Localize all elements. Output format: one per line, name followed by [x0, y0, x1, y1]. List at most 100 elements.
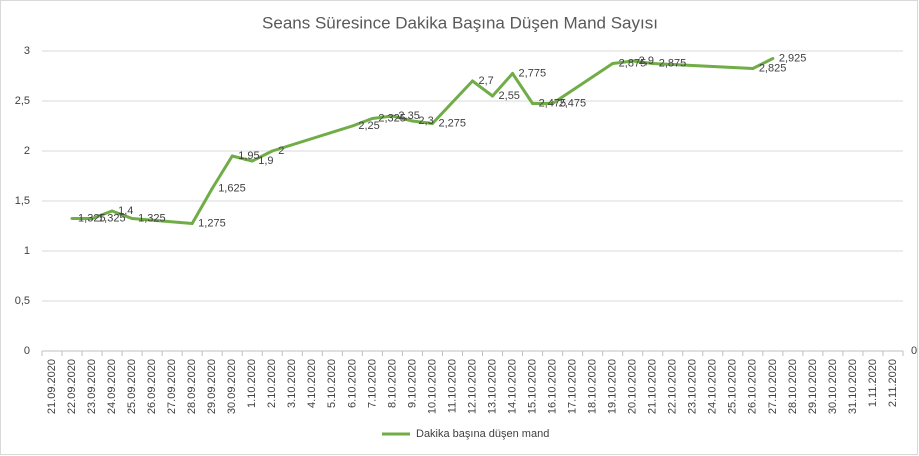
- x-tick-label: 1.10.2020: [246, 359, 258, 408]
- data-label: 1,325: [98, 212, 126, 224]
- data-label: 2,475: [559, 97, 587, 109]
- y-tick-label: 3: [24, 45, 30, 57]
- y-tick-label: 2: [24, 145, 30, 157]
- x-tick-label: 23.09.2020: [86, 359, 98, 414]
- data-label: 2,825: [759, 62, 787, 74]
- data-label: 2,775: [519, 67, 547, 79]
- y-tick-label: 0,5: [15, 295, 30, 307]
- data-label: 2,925: [779, 52, 807, 64]
- line-segment: [751, 57, 775, 70]
- x-tick-label: 16.10.2020: [546, 359, 558, 414]
- x-tick-label: 13.10.2020: [486, 359, 498, 414]
- x-tick-label: 28.09.2020: [186, 359, 198, 414]
- data-label: 1,325: [78, 212, 106, 224]
- x-tick-label: 21.09.2020: [46, 359, 58, 414]
- legend-label: Dakika başına düşen mand: [416, 428, 549, 440]
- line-segment: [551, 62, 615, 105]
- x-tick-label: 24.09.2020: [106, 359, 118, 414]
- x-tick-label: 10.10.2020: [426, 359, 438, 414]
- x-tick-label: 31.10.2020: [847, 359, 859, 414]
- x-tick-label: 24.10.2020: [707, 359, 719, 414]
- y-tick-label: 2,5: [15, 95, 30, 107]
- x-tick-label: 17.10.2020: [567, 359, 579, 414]
- line-segment: [270, 124, 354, 153]
- line-segment: [430, 79, 474, 125]
- line-segment: [210, 154, 234, 190]
- line-segment: [110, 209, 134, 220]
- x-tick-label: 2.11.2020: [887, 359, 899, 407]
- y2-tick-label: 0: [911, 345, 917, 357]
- x-tick-label: 6.10.2020: [346, 359, 358, 408]
- x-tick-label: 20.10.2020: [627, 359, 639, 414]
- x-tick-label: 9.10.2020: [406, 359, 418, 408]
- line-segment: [250, 149, 274, 163]
- line-segment: [631, 59, 655, 65]
- x-tick-label: 18.10.2020: [587, 359, 599, 414]
- line-segment: [651, 62, 755, 70]
- line-segment: [410, 119, 434, 125]
- line-segment: [491, 72, 515, 98]
- x-tick-label: 14.10.2020: [506, 359, 518, 414]
- x-tick-label: 11.10.2020: [446, 359, 458, 413]
- x-tick-label: 12.10.2020: [466, 359, 478, 414]
- x-tick-label: 22.10.2020: [667, 359, 679, 414]
- x-tick-label: 26.10.2020: [747, 359, 759, 414]
- x-tick-label: 21.10.2020: [647, 359, 659, 414]
- data-label: 2,325: [378, 112, 406, 124]
- data-label: 1,4: [118, 205, 133, 217]
- line-segment: [130, 217, 194, 225]
- data-label: 2,275: [438, 117, 466, 129]
- data-label: 1,625: [218, 182, 246, 194]
- line-segment: [611, 59, 635, 65]
- data-label: 2,25: [358, 120, 379, 132]
- data-label: 1,275: [198, 217, 226, 229]
- data-label: 2: [278, 145, 284, 157]
- data-label: 2,875: [619, 57, 647, 69]
- data-label: 2,3: [418, 115, 433, 127]
- data-label: 1,325: [138, 212, 166, 224]
- line-segment: [190, 187, 214, 225]
- line-segment: [390, 114, 414, 123]
- x-tick-label: 27.09.2020: [166, 359, 178, 414]
- x-tick-label: 1.11.2020: [867, 359, 879, 407]
- x-tick-label: 5.10.2020: [326, 359, 338, 408]
- line-segment: [90, 209, 114, 220]
- y-tick-label: 1,5: [15, 195, 30, 207]
- x-tick-label: 29.09.2020: [206, 359, 218, 414]
- x-tick-label: 7.10.2020: [366, 359, 378, 408]
- line-segment: [471, 79, 495, 98]
- data-label: 2,875: [659, 57, 687, 69]
- data-label: 2,35: [398, 110, 419, 122]
- x-tick-label: 4.10.2020: [306, 359, 318, 408]
- y-tick-label: 1: [24, 245, 30, 257]
- x-tick-label: 30.10.2020: [827, 359, 839, 414]
- x-tick-label: 25.10.2020: [727, 359, 739, 414]
- data-label: 2,55: [499, 90, 520, 102]
- data-label: 2,9: [639, 55, 654, 67]
- data-label: 2,7: [479, 75, 494, 87]
- line-segment: [350, 117, 374, 128]
- x-tick-label: 28.10.2020: [787, 359, 799, 414]
- y-tick-label: 0: [24, 345, 30, 357]
- line-segment: [370, 114, 394, 120]
- x-tick-label: 2.10.2020: [266, 359, 278, 408]
- data-label: 1,95: [238, 150, 259, 162]
- x-tick-label: 23.10.2020: [687, 359, 699, 414]
- line-segment: [230, 154, 254, 163]
- x-tick-label: 29.10.2020: [807, 359, 819, 414]
- x-tick-label: 22.09.2020: [66, 359, 78, 414]
- x-tick-label: 19.10.2020: [607, 359, 619, 414]
- x-tick-label: 26.09.2020: [146, 359, 158, 414]
- x-tick-label: 8.10.2020: [386, 359, 398, 408]
- x-tick-label: 3.10.2020: [286, 359, 298, 408]
- x-tick-label: 27.10.2020: [767, 359, 779, 414]
- data-label: 2,475: [539, 97, 567, 109]
- x-tick-label: 15.10.2020: [526, 359, 538, 414]
- x-tick-label: 30.09.2020: [226, 359, 238, 414]
- data-label: 1,9: [258, 155, 273, 167]
- line-segment: [511, 72, 535, 105]
- chart-title: Seans Süresince Dakika Başına Düşen Mand…: [262, 13, 658, 32]
- x-tick-label: 25.09.2020: [126, 359, 138, 414]
